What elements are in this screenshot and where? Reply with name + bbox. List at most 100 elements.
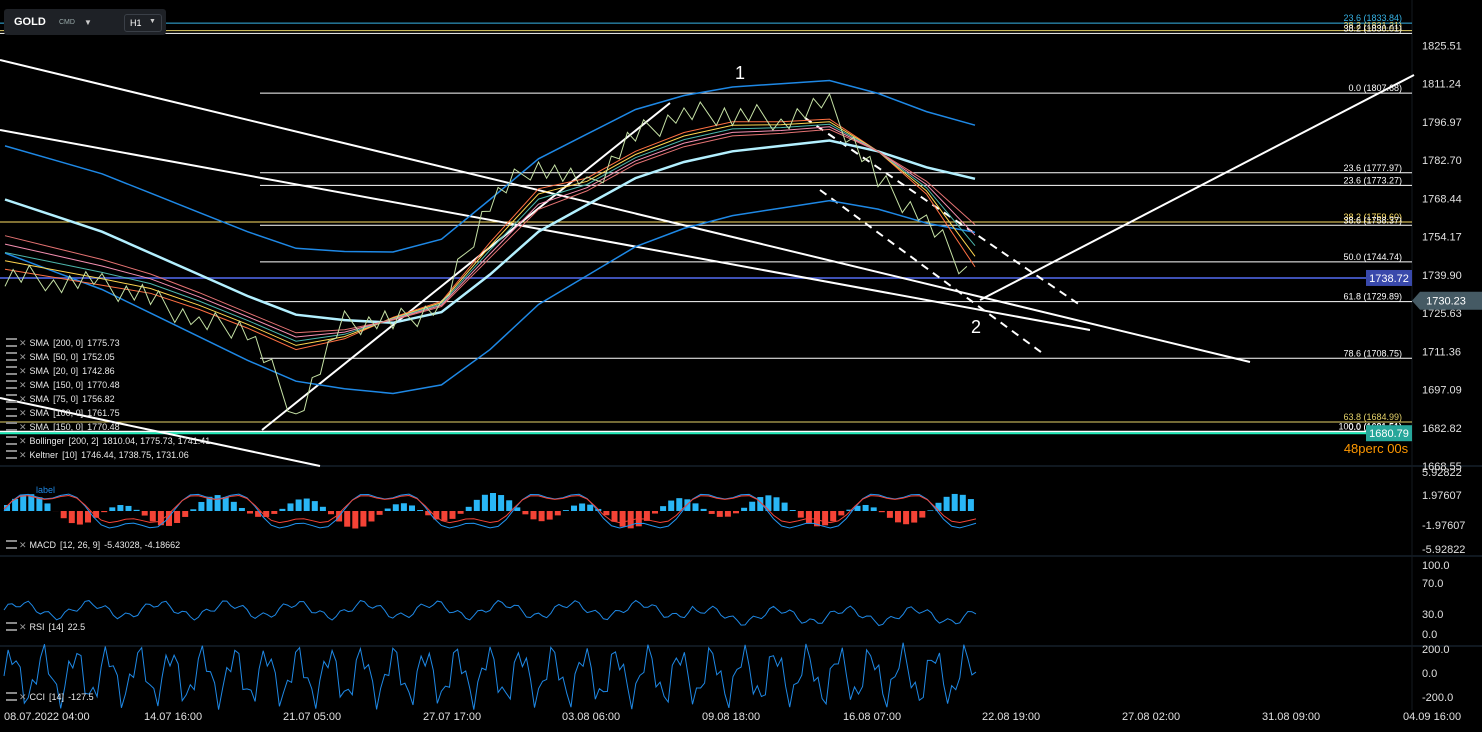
indicator-row[interactable]: ✕ SMA [75, 0] 1756.82 <box>0 394 119 407</box>
macd-histogram-bar <box>846 509 853 511</box>
macd-histogram-bar <box>117 505 124 511</box>
macd-histogram-bar <box>862 504 869 511</box>
price-tick: 1811.24 <box>1422 79 1461 91</box>
macd-histogram-bar <box>927 510 934 511</box>
timeframe-select[interactable]: H1 ▼ <box>124 14 162 32</box>
indicator-params: [150, 0] <box>53 380 84 390</box>
macd-histogram-bar <box>603 511 610 516</box>
macd-histogram-bar <box>652 511 658 514</box>
panel-label: label <box>36 485 55 495</box>
fib-label: 38.2 (1831.21) <box>1343 21 1402 31</box>
settings-icon[interactable] <box>6 540 17 549</box>
settings-icon[interactable] <box>6 692 17 701</box>
close-icon[interactable]: ✕ <box>19 366 27 376</box>
macd-histogram-bar <box>587 504 594 511</box>
macd-histogram-bar <box>959 494 966 511</box>
close-icon[interactable]: ✕ <box>19 622 27 632</box>
time-tick: 14.07 16:00 <box>144 711 202 723</box>
macd-histogram-bar <box>733 511 739 514</box>
indicator-name: SMA <box>29 408 50 418</box>
indicator-row[interactable]: ✕ SMA [50, 0] 1752.05 <box>0 352 119 365</box>
indicator-row[interactable]: ✕ Keltner [10] 1746.44, 1738.75, 1731.06 <box>0 450 193 463</box>
macd-histogram-bar <box>765 495 772 511</box>
indicator-value: 1770.48 <box>87 422 120 432</box>
settings-icon[interactable] <box>6 450 17 459</box>
indicator-row[interactable]: ✕ SMA [150, 0] 1770.48 <box>0 422 124 435</box>
macd-histogram-bar <box>773 497 780 511</box>
indicator-row[interactable]: ✕ MACD [12, 26, 9] -5.43028, -4.18662 <box>0 540 184 553</box>
indicator-value: -5.43028, -4.18662 <box>104 540 181 550</box>
settings-icon[interactable] <box>6 380 17 389</box>
indicator-params: [14] <box>49 692 65 702</box>
cci-line <box>3 642 977 710</box>
indicator-row[interactable]: ✕ SMA [100, 0] 1761.75 <box>0 408 124 421</box>
fib-label: 38.2 (1759.60) <box>1343 212 1402 222</box>
macd-histogram-bar <box>716 511 723 517</box>
indicator-row[interactable]: ✕ SMA [20, 0] 1742.86 <box>0 366 119 379</box>
close-icon[interactable]: ✕ <box>19 540 27 550</box>
macd-histogram-bar <box>247 511 253 514</box>
close-icon[interactable]: ✕ <box>19 338 27 348</box>
macd-histogram-bar <box>741 507 748 511</box>
macd-histogram-bar <box>352 511 359 529</box>
macd-tick: -1.97607 <box>1422 520 1465 532</box>
time-tick: 27.07 17:00 <box>423 711 481 723</box>
settings-icon[interactable] <box>6 622 17 631</box>
macd-histogram-bar <box>668 500 675 511</box>
close-icon[interactable]: ✕ <box>19 692 27 702</box>
macd-histogram-bar <box>546 511 553 520</box>
settings-icon[interactable] <box>6 394 17 403</box>
macd-histogram-bar <box>425 511 432 516</box>
macd-histogram-bar <box>76 511 83 525</box>
price-tick: 1768.44 <box>1422 193 1462 205</box>
indicator-value: 1761.75 <box>87 408 120 418</box>
close-icon[interactable]: ✕ <box>19 436 27 446</box>
close-icon[interactable]: ✕ <box>19 422 27 432</box>
macd-histogram-bar <box>676 498 683 511</box>
close-icon[interactable]: ✕ <box>19 450 27 460</box>
macd-histogram-bar <box>506 500 513 511</box>
macd-histogram-bar <box>781 502 788 511</box>
close-icon[interactable]: ✕ <box>19 394 27 404</box>
settings-icon[interactable] <box>6 422 17 431</box>
settings-icon[interactable] <box>6 436 17 445</box>
macd-histogram-bar <box>263 511 270 517</box>
settings-icon[interactable] <box>6 338 17 347</box>
close-icon[interactable]: ✕ <box>19 352 27 362</box>
close-icon[interactable]: ✕ <box>19 408 27 418</box>
macd-histogram-bar <box>328 511 334 515</box>
macd-histogram-bar <box>514 507 521 511</box>
macd-histogram-bar <box>498 495 505 511</box>
indicator-row[interactable]: ✕ Bollinger [200, 2] 1810.04, 1775.73, 1741… <box>0 436 214 449</box>
indicator-name: SMA <box>29 338 50 348</box>
rsi-tick: 30.0 <box>1422 609 1443 621</box>
symbol-dropdown-icon[interactable]: ▼ <box>84 18 92 27</box>
indicator-row[interactable]: ✕ CCI [14] -127.5 <box>0 692 98 705</box>
trendline <box>979 74 1415 301</box>
macd-histogram-bar <box>465 506 472 511</box>
indicator-row[interactable]: ✕ RSI [14] 22.5 <box>0 622 89 635</box>
cci-tick: 0.0 <box>1422 668 1437 680</box>
indicator-row[interactable]: ✕ SMA [200, 0] 1775.73 <box>0 338 124 351</box>
time-tick: 08.07.2022 04:00 <box>4 711 90 723</box>
indicator-params: [20, 0] <box>53 366 79 376</box>
sma-line <box>4 123 976 342</box>
symbol-label[interactable]: GOLD <box>14 16 46 28</box>
indicator-row[interactable]: ✕ SMA [150, 0] 1770.48 <box>0 380 124 393</box>
price-tick: 1825.51 <box>1422 40 1462 52</box>
price-tick: 1782.70 <box>1422 155 1462 167</box>
fib-label: 38.2 (1830.01) <box>1343 23 1402 33</box>
macd-histogram-bar <box>344 511 351 527</box>
settings-icon[interactable] <box>6 366 17 375</box>
macd-histogram-bar <box>174 511 181 523</box>
macd-histogram-bar <box>449 511 456 519</box>
rsi-tick: 100.0 <box>1422 560 1450 572</box>
settings-icon[interactable] <box>6 408 17 417</box>
macd-histogram-bar <box>409 505 415 511</box>
settings-icon[interactable] <box>6 352 17 361</box>
macd-histogram-bar <box>141 511 148 516</box>
close-icon[interactable]: ✕ <box>19 380 27 390</box>
macd-histogram-bar <box>886 511 893 518</box>
bollinger-lower <box>4 199 976 395</box>
